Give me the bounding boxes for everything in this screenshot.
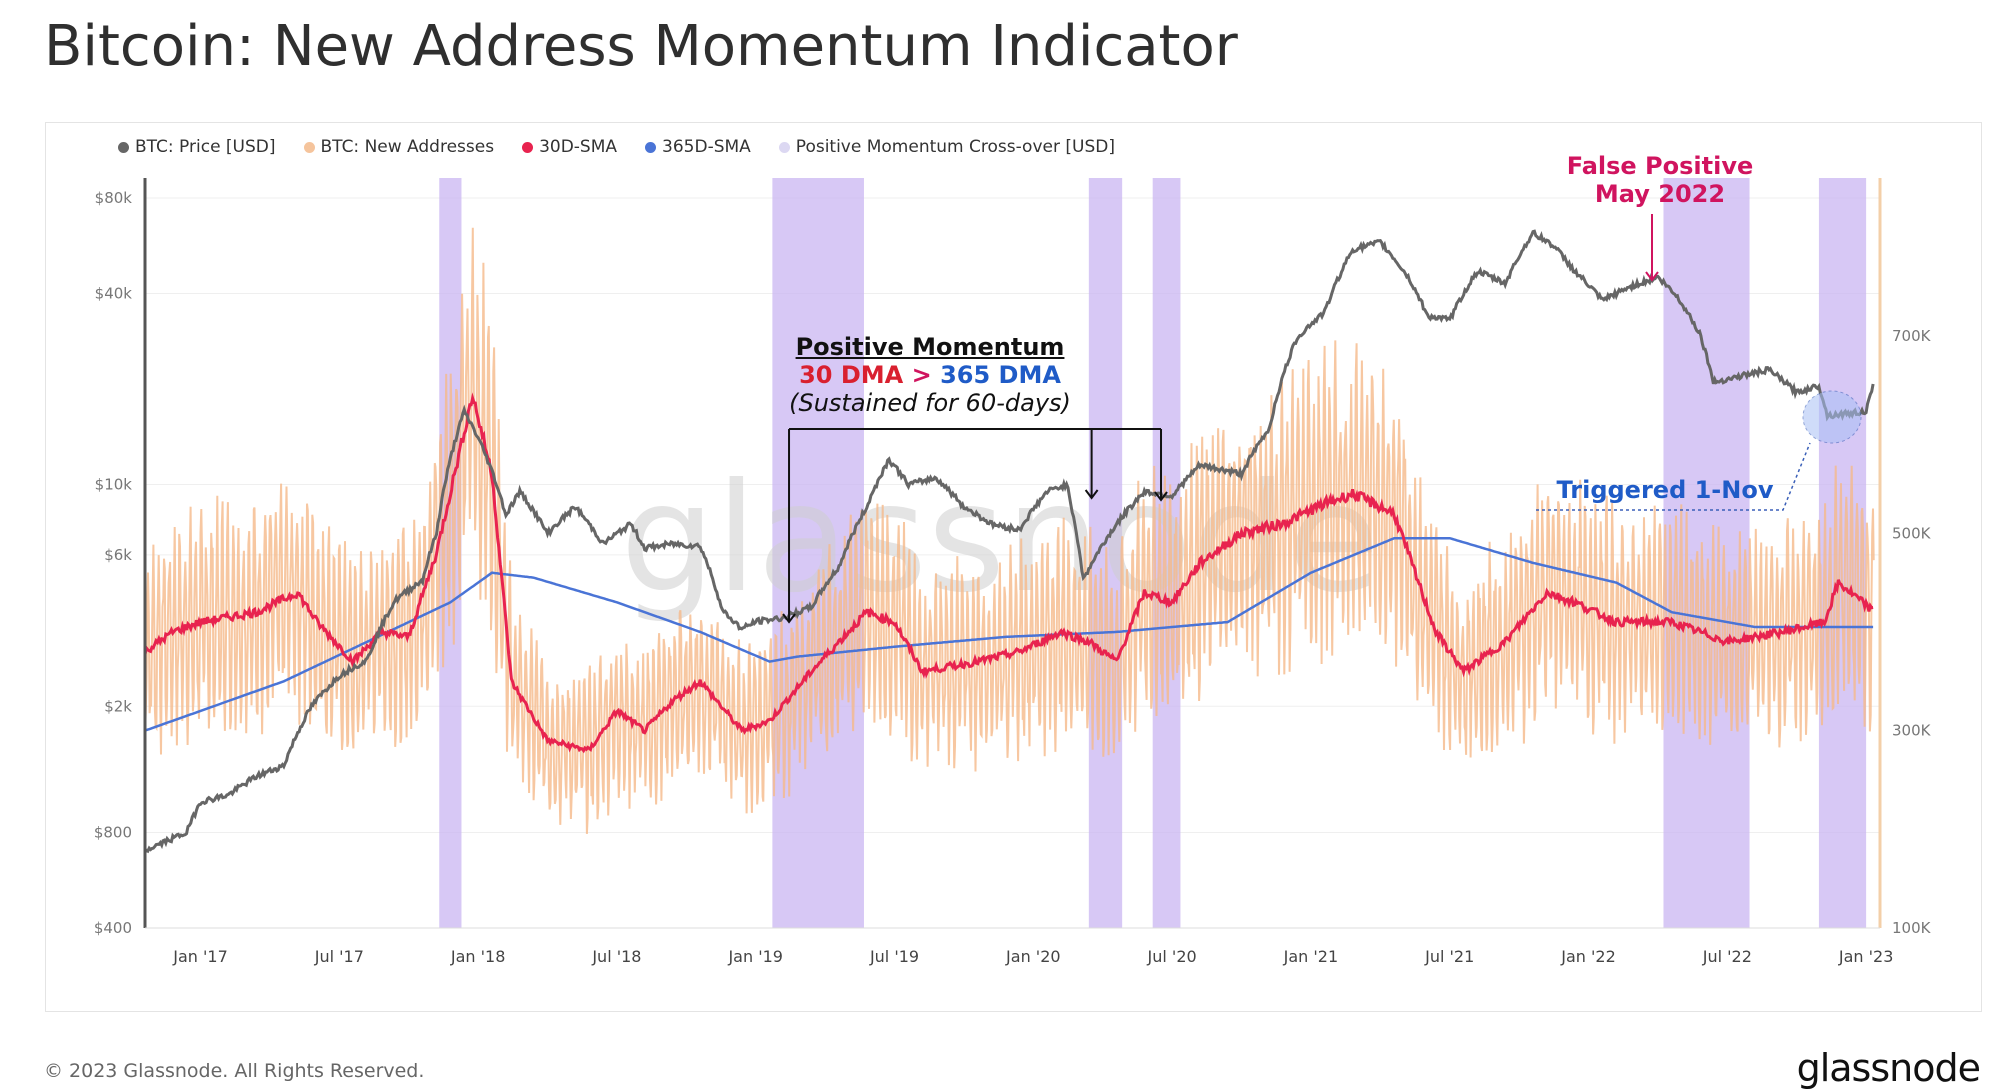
y-left-tick-label: $400 [94, 919, 132, 937]
x-tick-label: Jan '21 [1283, 947, 1339, 966]
page-title: Bitcoin: New Address Momentum Indicator [44, 14, 1238, 79]
price-series [143, 229, 1875, 854]
legend-label: Positive Momentum Cross-over [USD] [795, 137, 1115, 157]
legend-item-365d-sma[interactable]: 365D-SMA [645, 137, 751, 157]
crossover-dot-icon [778, 141, 790, 153]
x-tick-label: Jul '22 [1702, 947, 1752, 966]
price-dot-icon [118, 141, 129, 153]
y-right-tick-label: 100K [1892, 919, 1932, 937]
x-tick-label: Jan '22 [1560, 947, 1616, 966]
x-tick-label: Jul '19 [869, 947, 919, 966]
momentum-title: Positive Momentum [795, 333, 1065, 361]
x-tick-label: Jan '19 [727, 947, 783, 966]
momentum-30dma: 30 DMA [799, 361, 904, 389]
chart-frame [45, 122, 1982, 1012]
footer-copyright: © 2023 Glassnode. All Rights Reserved. [44, 1060, 425, 1082]
y-right-tick-label: 700K [1892, 327, 1932, 345]
new-addresses-dot-icon [303, 141, 315, 153]
legend-label: 365D-SMA [662, 137, 751, 157]
momentum-bracket [788, 428, 1163, 622]
crossover-band [1663, 178, 1750, 928]
arrow-down-icon [1084, 489, 1099, 500]
legend: BTC: Price [USD] BTC: New Addresses 30D-… [118, 137, 1115, 157]
x-tick-label: Jan '17 [172, 947, 228, 966]
momentum-subtitle: (Sustained for 60-days) [789, 389, 1071, 417]
triggered-annotation: Triggered 1-Nov [1556, 476, 1774, 504]
momentum-gt: > [911, 361, 932, 389]
crossover-band [772, 178, 864, 928]
false-positive-annotation: False Positive May 2022 [1530, 152, 1790, 208]
false-positive-line1: False Positive [1566, 152, 1754, 180]
y-right-tick-label: 300K [1892, 722, 1932, 740]
y-left-tick-label: $800 [94, 823, 132, 841]
x-tick-label: Jul '18 [591, 947, 641, 966]
sma30-series [143, 392, 1874, 754]
legend-item-price[interactable]: BTC: Price [USD] [118, 137, 276, 157]
x-tick-label: Jul '17 [314, 947, 364, 966]
false-positive-line2: May 2022 [1594, 180, 1726, 208]
momentum-365dma: 365 DMA [940, 361, 1061, 389]
x-tick-label: Jan '20 [1005, 947, 1061, 966]
legend-label: 30D-SMA [539, 137, 618, 157]
false-positive-arrow-icon [1645, 214, 1659, 282]
x-tick-label: Jul '20 [1147, 947, 1197, 966]
triggered-highlight-circle [1802, 390, 1862, 444]
sma365-series [144, 536, 1874, 732]
y-right-tick-label: 500K [1892, 524, 1932, 542]
sma30-dot-icon [522, 141, 534, 153]
legend-label: BTC: Price [USD] [135, 137, 276, 157]
arrow-down-icon [782, 613, 796, 624]
y-left-tick-label: $6k [104, 546, 132, 564]
sma365-dot-icon [645, 141, 657, 153]
x-tick-label: Jul '21 [1424, 947, 1474, 966]
new-addresses-series [144, 227, 1875, 834]
y-left-tick-label: $10k [95, 476, 133, 494]
y-left-tick-label: $40k [95, 285, 133, 303]
legend-item-new-addresses[interactable]: BTC: New Addresses [303, 137, 495, 157]
legend-label: BTC: New Addresses [320, 137, 495, 157]
legend-item-30d-sma[interactable]: 30D-SMA [522, 137, 617, 157]
y-left-tick-label: $80k [95, 189, 133, 207]
triggered-leader-line [1536, 442, 1811, 511]
legend-item-crossover[interactable]: Positive Momentum Cross-over [USD] [778, 137, 1115, 157]
momentum-annotation: Positive Momentum 30 DMA > 365 DMA (Sust… [770, 333, 1090, 417]
x-tick-label: Jan '18 [450, 947, 506, 966]
footer-logo: glassnode [1796, 1046, 1981, 1090]
y-left-tick-label: $2k [104, 697, 132, 715]
arrow-down-icon [1154, 491, 1168, 502]
x-tick-label: Jan '23 [1838, 947, 1894, 966]
